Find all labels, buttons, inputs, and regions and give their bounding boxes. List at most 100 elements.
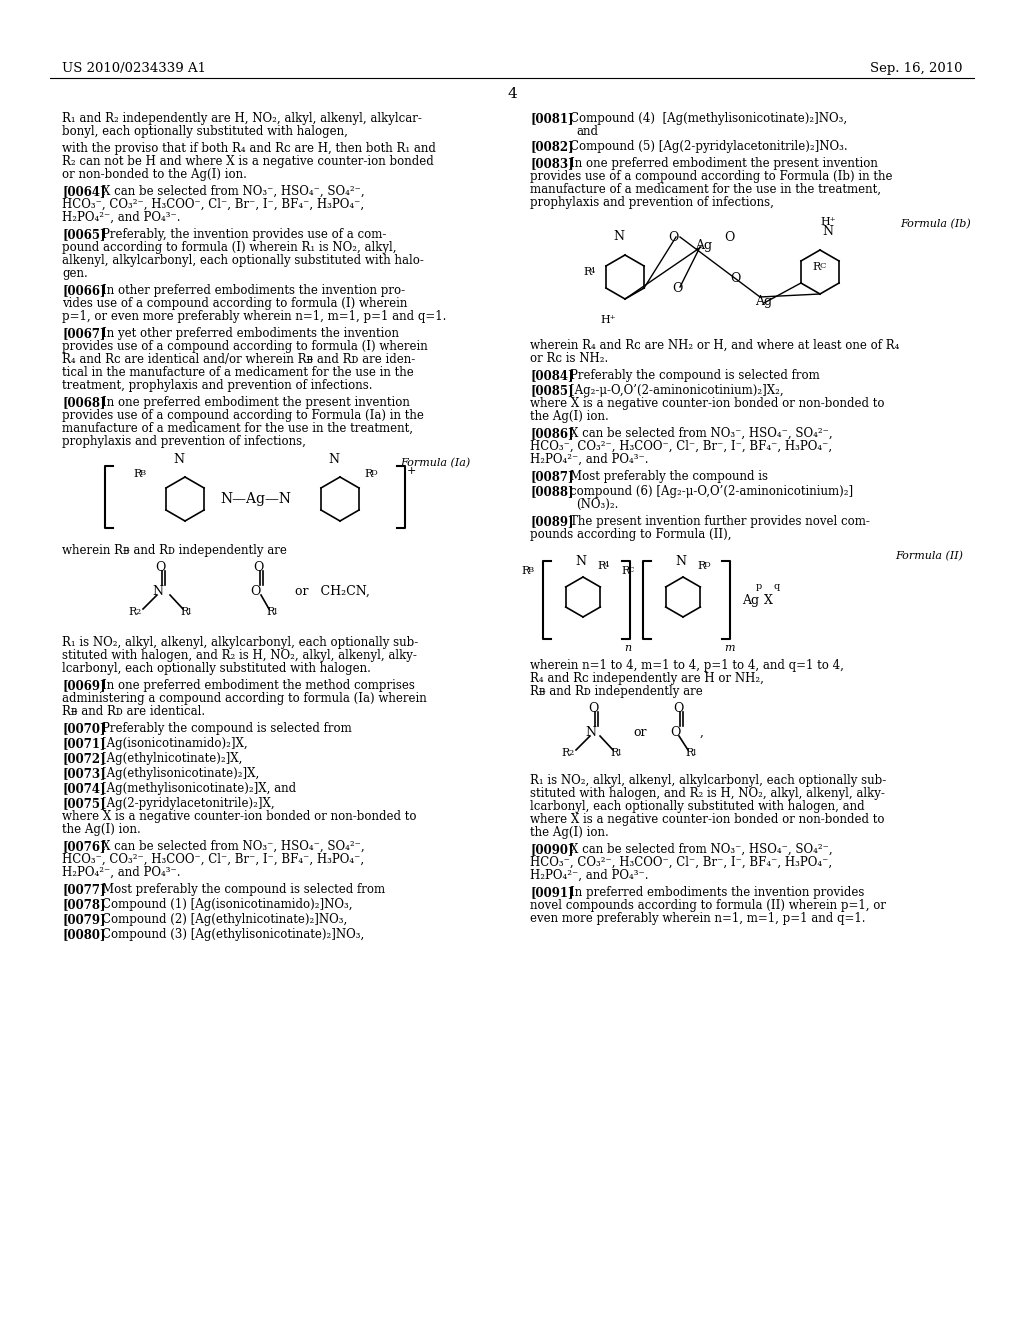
Text: stituted with halogen, and R₂ is H, NO₂, alkyl, alkenyl, alky-: stituted with halogen, and R₂ is H, NO₂,… <box>530 787 885 800</box>
Text: In other preferred embodiments the invention pro-: In other preferred embodiments the inven… <box>102 284 406 297</box>
Text: B: B <box>140 469 146 477</box>
Text: Preferably the compound is selected from: Preferably the compound is selected from <box>570 370 820 381</box>
Text: [0068]: [0068] <box>62 396 105 409</box>
Text: US 2010/0234339 A1: US 2010/0234339 A1 <box>62 62 206 75</box>
Text: R: R <box>685 748 693 758</box>
Text: R₂ can not be H and where X is a negative counter-ion bonded: R₂ can not be H and where X is a negativ… <box>62 154 434 168</box>
Text: N: N <box>822 224 833 238</box>
Text: pound according to formula (I) wherein R₁ is NO₂, alkyl,: pound according to formula (I) wherein R… <box>62 242 396 253</box>
Text: Formula (II): Formula (II) <box>895 550 963 561</box>
Text: [0089]: [0089] <box>530 515 573 528</box>
Text: Compound (5) [Ag(2-pyridylacetonitrile)₂]NO₃.: Compound (5) [Ag(2-pyridylacetonitrile)₂… <box>570 140 848 153</box>
Text: In one preferred embodiment the method comprises: In one preferred embodiment the method c… <box>102 678 415 692</box>
Text: HCO₃⁻, CO₃²⁻, H₃COO⁻, Cl⁻, Br⁻, I⁻, BF₄⁻, H₃PO₄⁻,: HCO₃⁻, CO₃²⁻, H₃COO⁻, Cl⁻, Br⁻, I⁻, BF₄⁻… <box>62 198 365 211</box>
Text: alkenyl, alkylcarbonyl, each optionally substituted with halo-: alkenyl, alkylcarbonyl, each optionally … <box>62 253 424 267</box>
Text: Compound (3) [Ag(ethylisonicotinate)₂]NO₃,: Compound (3) [Ag(ethylisonicotinate)₂]NO… <box>102 928 365 941</box>
Text: tical in the manufacture of a medicament for the use in the: tical in the manufacture of a medicament… <box>62 366 414 379</box>
Text: Compound (2) [Ag(ethylnicotinate)₂]NO₃,: Compound (2) [Ag(ethylnicotinate)₂]NO₃, <box>102 913 347 927</box>
Text: R₁ is NO₂, alkyl, alkenyl, alkylcarbonyl, each optionally sub-: R₁ is NO₂, alkyl, alkenyl, alkylcarbonyl… <box>62 636 418 649</box>
Text: O: O <box>253 561 263 574</box>
Text: [0064]: [0064] <box>62 185 105 198</box>
Text: [0073]: [0073] <box>62 767 105 780</box>
Text: [0085]: [0085] <box>530 384 573 397</box>
Text: 1: 1 <box>692 748 697 756</box>
Text: [Ag(ethylisonicotinate)₂]X,: [Ag(ethylisonicotinate)₂]X, <box>102 767 259 780</box>
Text: C: C <box>628 566 635 574</box>
Text: [0065]: [0065] <box>62 228 105 242</box>
Text: N: N <box>585 726 596 739</box>
Text: Rᴃ and Rᴅ independently are: Rᴃ and Rᴅ independently are <box>530 685 702 698</box>
Text: Preferably the compound is selected from: Preferably the compound is selected from <box>102 722 352 735</box>
Text: [Ag(ethylnicotinate)₂]X,: [Ag(ethylnicotinate)₂]X, <box>102 752 243 766</box>
Text: R: R <box>583 267 591 277</box>
Text: or   CH₂CN,: or CH₂CN, <box>295 585 370 598</box>
Text: stituted with halogen, and R₂ is H, NO₂, alkyl, alkenyl, alky-: stituted with halogen, and R₂ is H, NO₂,… <box>62 649 417 663</box>
Text: H⁺: H⁺ <box>820 216 836 227</box>
Text: [0072]: [0072] <box>62 752 105 766</box>
Text: O: O <box>670 726 680 739</box>
Text: [0083]: [0083] <box>530 157 573 170</box>
Text: O: O <box>250 585 260 598</box>
Text: manufacture of a medicament for the use in the treatment,: manufacture of a medicament for the use … <box>530 183 881 195</box>
Text: O: O <box>724 231 734 244</box>
Text: X can be selected from NO₃⁻, HSO₄⁻, SO₄²⁻,: X can be selected from NO₃⁻, HSO₄⁻, SO₄²… <box>570 843 833 855</box>
Text: [0071]: [0071] <box>62 737 105 750</box>
Text: Compound (1) [Ag(isonicotinamido)₂]NO₃,: Compound (1) [Ag(isonicotinamido)₂]NO₃, <box>102 898 352 911</box>
Text: H₂PO₄²⁻, and PO₄³⁻.: H₂PO₄²⁻, and PO₄³⁻. <box>62 866 180 879</box>
Text: prophylaxis and prevention of infections,: prophylaxis and prevention of infections… <box>62 436 306 447</box>
Text: lcarbonyl, each optionally substituted with halogen, and: lcarbonyl, each optionally substituted w… <box>530 800 864 813</box>
Text: Ag: Ag <box>755 294 772 308</box>
Text: N: N <box>575 554 586 568</box>
Text: [Ag(methylisonicotinate)₂]X, and: [Ag(methylisonicotinate)₂]X, and <box>102 781 296 795</box>
Text: Formula (Ib): Formula (Ib) <box>900 219 971 230</box>
Text: R₁ is NO₂, alkyl, alkenyl, alkylcarbonyl, each optionally sub-: R₁ is NO₂, alkyl, alkenyl, alkylcarbonyl… <box>530 774 886 787</box>
Text: [0075]: [0075] <box>62 797 105 810</box>
Text: Formula (Ia): Formula (Ia) <box>400 458 470 469</box>
Text: provides use of a compound according to formula (I) wherein: provides use of a compound according to … <box>62 341 428 352</box>
Text: O: O <box>730 272 740 285</box>
Text: R₄ and Rᴄ independently are H or NH₂,: R₄ and Rᴄ independently are H or NH₂, <box>530 672 764 685</box>
Text: N: N <box>173 453 184 466</box>
Text: H₂PO₄²⁻, and PO₄³⁻.: H₂PO₄²⁻, and PO₄³⁻. <box>530 869 648 882</box>
Text: wherein R₄ and Rᴄ are NH₂ or H, and where at least one of R₄: wherein R₄ and Rᴄ are NH₂ or H, and wher… <box>530 339 899 352</box>
Text: Ag: Ag <box>742 594 759 607</box>
Text: N: N <box>675 554 686 568</box>
Text: O: O <box>668 231 678 244</box>
Text: Preferably, the invention provides use of a com-: Preferably, the invention provides use o… <box>102 228 386 242</box>
Text: N—Ag—N: N—Ag—N <box>220 492 291 506</box>
Text: R: R <box>812 261 820 272</box>
Text: R: R <box>621 566 630 576</box>
Text: lcarbonyl, each optionally substituted with halogen.: lcarbonyl, each optionally substituted w… <box>62 663 371 675</box>
Text: or: or <box>633 726 646 739</box>
Text: m: m <box>724 643 734 653</box>
Text: 2: 2 <box>568 748 573 756</box>
Text: R: R <box>266 607 274 616</box>
Text: 2: 2 <box>135 609 140 616</box>
Text: H⁺: H⁺ <box>600 315 615 325</box>
Text: D: D <box>705 561 711 569</box>
Text: bonyl, each optionally substituted with halogen,: bonyl, each optionally substituted with … <box>62 125 348 139</box>
Text: R: R <box>180 607 188 616</box>
Text: 1: 1 <box>273 609 279 616</box>
Text: R₁ and R₂ independently are H, NO₂, alkyl, alkenyl, alkylcar-: R₁ and R₂ independently are H, NO₂, alky… <box>62 112 422 125</box>
Text: [0091]: [0091] <box>530 886 573 899</box>
Text: R: R <box>128 607 136 616</box>
Text: q: q <box>773 582 779 591</box>
Text: treatment, prophylaxis and prevention of infections.: treatment, prophylaxis and prevention of… <box>62 379 373 392</box>
Text: n: n <box>624 643 631 653</box>
Text: H₂PO₄²⁻, and PO₄³⁻.: H₂PO₄²⁻, and PO₄³⁻. <box>530 453 648 466</box>
Text: Ag: Ag <box>695 239 712 252</box>
Text: In preferred embodiments the invention provides: In preferred embodiments the invention p… <box>570 886 864 899</box>
Text: the Ag(I) ion.: the Ag(I) ion. <box>62 822 140 836</box>
Text: where X is a negative counter-ion bonded or non-bonded to: where X is a negative counter-ion bonded… <box>62 810 417 822</box>
Text: 4: 4 <box>507 87 517 102</box>
Text: X can be selected from NO₃⁻, HSO₄⁻, SO₄²⁻,: X can be selected from NO₃⁻, HSO₄⁻, SO₄²… <box>102 840 365 853</box>
Text: O: O <box>155 561 165 574</box>
Text: Rᴃ and Rᴅ are identical.: Rᴃ and Rᴅ are identical. <box>62 705 205 718</box>
Text: wherein Rᴃ and Rᴅ independently are: wherein Rᴃ and Rᴅ independently are <box>62 544 287 557</box>
Text: Most preferably the compound is: Most preferably the compound is <box>570 470 768 483</box>
Text: [0076]: [0076] <box>62 840 105 853</box>
Text: [0066]: [0066] <box>62 284 105 297</box>
Text: [0069]: [0069] <box>62 678 105 692</box>
Text: R: R <box>597 561 605 572</box>
